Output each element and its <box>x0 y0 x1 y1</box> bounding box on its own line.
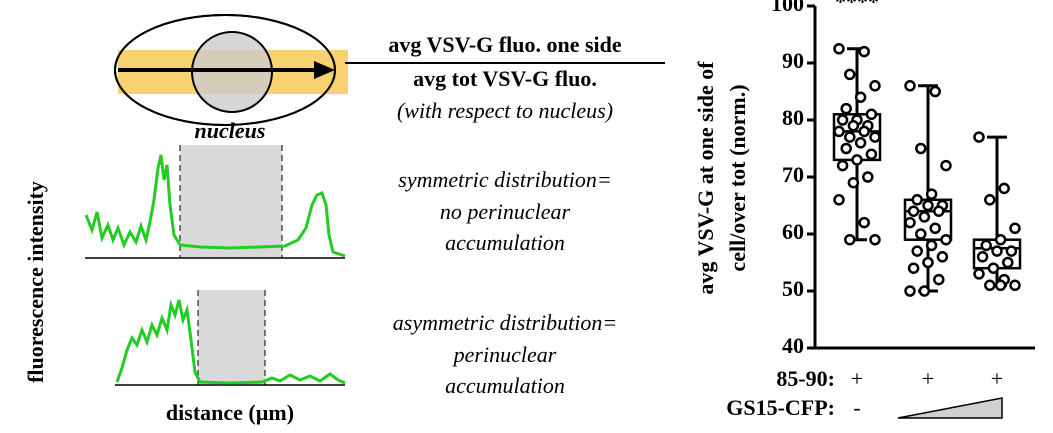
data-point <box>975 133 984 142</box>
data-point <box>996 281 1005 290</box>
data-point <box>842 104 851 113</box>
page: nucleus avg VSV-G fluo. one side avg tot… <box>0 0 1053 433</box>
profile-x-label: distance (µm) <box>166 400 294 425</box>
symmetric-text: accumulation <box>445 230 565 255</box>
data-point <box>993 247 1002 256</box>
data-point <box>1007 247 1016 256</box>
data-point <box>924 201 933 210</box>
data-point <box>871 81 880 90</box>
y-axis-label: avg VSV-G at one side of <box>693 61 718 295</box>
data-point <box>924 258 933 267</box>
data-point <box>985 195 994 204</box>
asymmetric-text: perinuclear <box>452 342 557 367</box>
data-point <box>1011 224 1020 233</box>
data-point <box>909 264 918 273</box>
data-point <box>838 161 847 170</box>
data-point <box>906 287 915 296</box>
data-point <box>835 195 844 204</box>
data-point <box>938 252 947 261</box>
profile-y-label: fluorescence intensity <box>23 181 48 383</box>
data-point <box>1011 281 1020 290</box>
data-point <box>835 127 844 136</box>
data-point <box>913 195 922 204</box>
data-point <box>916 230 925 239</box>
figure: nucleus avg VSV-G fluo. one side avg tot… <box>0 0 1053 433</box>
data-point <box>849 121 858 130</box>
y-tick-label: 90 <box>782 48 804 73</box>
data-point <box>985 281 994 290</box>
data-point <box>871 133 880 142</box>
data-point <box>845 235 854 244</box>
y-tick-label: 50 <box>782 276 804 301</box>
gradient-ramp <box>898 398 1002 418</box>
symmetric-text: no perinuclear <box>440 199 571 224</box>
data-point <box>906 218 915 227</box>
data-point <box>931 224 940 233</box>
asymmetric-text: asymmetric distribution= <box>393 310 617 335</box>
data-point <box>853 155 862 164</box>
condition-name: GS15-CFP: <box>726 395 835 420</box>
data-point <box>845 133 854 142</box>
data-point <box>835 44 844 53</box>
nucleus-region <box>198 290 265 385</box>
symmetric-text: symmetric distribution= <box>398 167 611 192</box>
data-point <box>860 47 869 56</box>
data-point <box>916 144 925 153</box>
data-point <box>845 70 854 79</box>
data-point <box>996 235 1005 244</box>
nucleus-region <box>180 145 282 258</box>
data-point <box>978 252 987 261</box>
formula-denominator: avg tot VSV-G fluo. <box>413 66 597 91</box>
data-point <box>1000 184 1009 193</box>
data-point <box>942 235 951 244</box>
data-point <box>842 144 851 153</box>
significance: **** <box>835 0 879 14</box>
data-point <box>1003 258 1012 267</box>
y-tick-label: 40 <box>782 333 804 358</box>
data-point <box>871 235 880 244</box>
condition-name: 85-90: <box>776 366 835 391</box>
data-point <box>867 150 876 159</box>
condition-value: + <box>991 366 1003 391</box>
data-point <box>934 275 943 284</box>
formula-note: (with respect to nucleus) <box>397 98 613 123</box>
data-point <box>856 93 865 102</box>
asymmetric-text: accumulation <box>445 373 565 398</box>
data-point <box>906 81 915 90</box>
data-point <box>989 264 998 273</box>
y-tick-label: 60 <box>782 219 804 244</box>
condition-value: + <box>851 366 863 391</box>
data-point <box>942 161 951 170</box>
data-point <box>863 173 872 182</box>
y-tick-label: 100 <box>771 0 804 16</box>
data-point <box>931 87 940 96</box>
condition-value: - <box>853 395 860 420</box>
data-point <box>909 207 918 216</box>
data-point <box>927 241 936 250</box>
data-point <box>927 190 936 199</box>
data-point <box>920 287 929 296</box>
data-point <box>860 127 869 136</box>
data-point <box>867 110 876 119</box>
condition-value: + <box>922 366 934 391</box>
nucleus-label: nucleus <box>195 118 266 143</box>
data-point <box>920 212 929 221</box>
data-point <box>856 138 865 147</box>
data-point <box>849 178 858 187</box>
formula-numerator: avg VSV-G fluo. one side <box>388 32 622 57</box>
data-point <box>838 116 847 125</box>
data-point <box>975 269 984 278</box>
y-axis-label: cell/over tot (norm.) <box>725 84 750 271</box>
y-tick-label: 80 <box>782 105 804 130</box>
data-point <box>860 218 869 227</box>
y-tick-label: 70 <box>782 162 804 187</box>
data-point <box>934 207 943 216</box>
data-point <box>913 247 922 256</box>
data-point <box>982 241 991 250</box>
